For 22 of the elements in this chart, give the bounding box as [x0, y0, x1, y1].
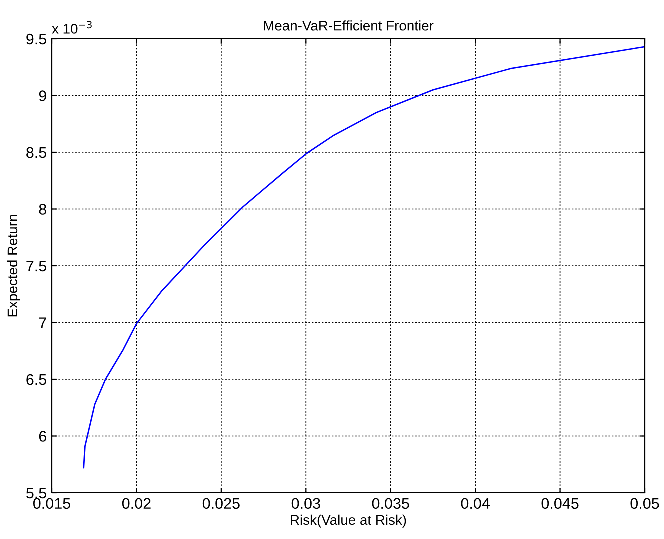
y-tick-label: 5.5	[26, 488, 46, 499]
y-tick-label: 8	[39, 204, 46, 215]
x-tick-label: 0.02	[122, 498, 151, 510]
y-axis-title: Expected Return	[7, 215, 20, 317]
y-tick-label: 9.5	[26, 34, 46, 45]
x-axis-title: Risk(Value at Risk)	[291, 514, 406, 528]
y-tick-label: 7.5	[26, 261, 46, 272]
y-tick-label: 6	[39, 431, 46, 442]
x-tick-label: 0.015	[33, 498, 70, 510]
x-tick-label: 0.03	[292, 498, 320, 510]
y-tick-label: 7	[39, 318, 46, 328]
x-tick-label: 0.05	[630, 498, 660, 510]
x-tick-label: 0.045	[542, 498, 579, 510]
x-tick-label: 0.04	[461, 498, 490, 510]
x-tick-label: 0.025	[202, 498, 240, 510]
x-tick-label: 0.035	[372, 498, 410, 510]
line-series	[83, 46, 645, 469]
chart-title: Mean-VaR-Efficient Frontier	[264, 20, 434, 31]
y-tick-label: 8.5	[26, 147, 46, 158]
y-tick-label: 9	[39, 90, 46, 102]
text: x 10$^{−3}$	[52, 21, 92, 34]
y-tick-label: 6.5	[26, 374, 46, 386]
